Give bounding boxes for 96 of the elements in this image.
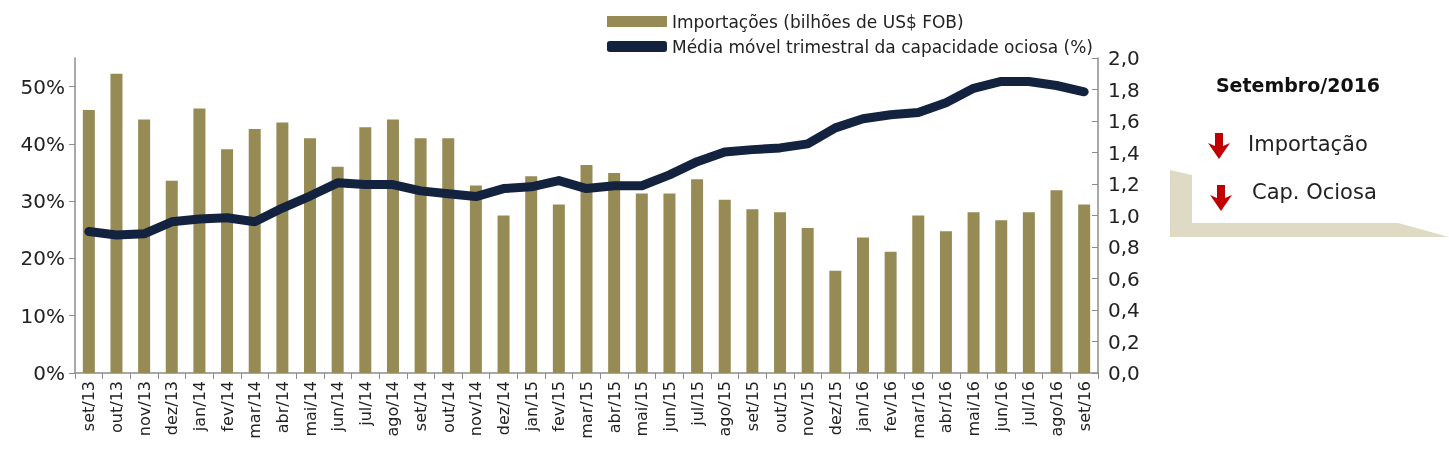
y2-tick-label: 1,0 (1108, 203, 1140, 228)
bar (1050, 190, 1063, 373)
x-tick-label: set/14 (411, 381, 431, 432)
text: Importação (1248, 132, 1368, 156)
y2-tick-label: 0,0 (1108, 361, 1140, 385)
bar (1022, 212, 1035, 373)
x-tick-label: mai/16 (964, 381, 984, 437)
bar (663, 193, 676, 373)
x-tick-label: set/13 (79, 381, 99, 432)
x-tick-label: jan/15 (521, 381, 541, 433)
x-tick-label: dez/13 (162, 381, 182, 436)
x-tick-label: out/15 (770, 381, 790, 433)
x-tick-label: ago/14 (383, 381, 403, 437)
bar (801, 228, 814, 373)
x-tick-label: jan/14 (189, 381, 209, 433)
bar (165, 180, 178, 373)
x-tick-label: mar/16 (908, 381, 928, 439)
x-tick-label: dez/15 (825, 381, 845, 436)
x-tick-label: fev/14 (217, 381, 237, 432)
bar (939, 231, 952, 373)
x-tick-label: abr/15 (604, 381, 624, 434)
y2-tick-label: 0,8 (1108, 235, 1140, 259)
x-tick-label: nov/14 (466, 381, 486, 437)
x-tick-label: out/13 (106, 381, 126, 433)
bar (608, 172, 621, 373)
bar (552, 204, 565, 373)
y2-tick-label: 1,8 (1108, 77, 1140, 102)
x-tick-label: jul/15 (687, 381, 707, 427)
bar (580, 165, 593, 373)
bar (469, 185, 482, 373)
bar (774, 212, 787, 373)
bar (276, 122, 289, 373)
bar (386, 119, 399, 373)
x-tick-label: abr/16 (936, 381, 956, 434)
bar (746, 209, 759, 373)
bar (497, 215, 510, 373)
bar (912, 215, 925, 373)
bar (304, 138, 317, 373)
bar (193, 108, 206, 373)
bar (967, 212, 980, 373)
y2-tick-label: 0,4 (1108, 298, 1140, 322)
y2-tick-label: 0,6 (1108, 266, 1140, 291)
x-tick-label: dez/14 (494, 381, 514, 436)
bar (1078, 204, 1091, 373)
bar (635, 193, 648, 373)
bar (138, 119, 151, 373)
bar (331, 166, 344, 373)
y2-tick-label: 1,4 (1108, 140, 1140, 165)
bar (995, 220, 1008, 373)
bar (691, 179, 704, 373)
bar (718, 199, 731, 373)
x-tick-label: mai/15 (632, 381, 652, 437)
y-tick-label: 0% (33, 361, 65, 385)
bar (82, 109, 95, 373)
x-tick-label: jan/16 (853, 381, 873, 433)
x-tick-label: ago/16 (1047, 381, 1067, 437)
text: Setembro/2016 (1214, 74, 1382, 96)
x-tick-label: jun/15 (659, 381, 679, 433)
bar (856, 237, 869, 373)
x-tick-label: set/15 (742, 381, 762, 432)
legend-label: Importações (bilhões de US$ FOB) (671, 11, 964, 32)
y2-tick-label: 0,2 (1108, 329, 1140, 354)
bar (442, 138, 455, 373)
x-tick-label: jul/16 (1019, 381, 1039, 427)
x-tick-label: mar/14 (245, 381, 265, 439)
bar (248, 128, 261, 373)
y-tick-label: 30% (20, 189, 65, 214)
y-tick-label: 10% (20, 303, 65, 328)
x-tick-label: fev/16 (881, 381, 901, 432)
x-tick-label: nov/13 (134, 381, 154, 437)
x-tick-label: fev/15 (549, 381, 569, 432)
y-tick-label: 40% (20, 131, 65, 156)
text: Cap. Ociosa (1252, 180, 1377, 204)
y2-tick-label: 1,2 (1108, 172, 1140, 196)
x-tick-label: jul/14 (355, 381, 375, 427)
y2-tick-label: 2,0 (1108, 46, 1140, 70)
x-tick-label: out/14 (438, 381, 458, 433)
y-tick-label: 50% (20, 74, 65, 99)
bar (359, 127, 372, 373)
y2-tick-label: 1,6 (1108, 109, 1140, 133)
x-tick-label: ago/15 (715, 381, 735, 437)
bar (829, 270, 842, 373)
x-tick-label: jun/16 (991, 381, 1011, 433)
bar (525, 176, 538, 373)
x-tick-label: jun/14 (328, 381, 348, 433)
legend-label: Média móvel trimestral da capacidade ociosa (%) (671, 36, 1094, 57)
x-tick-label: abr/14 (272, 381, 292, 434)
x-tick-label: mar/15 (577, 381, 596, 439)
x-tick-label: mai/14 (300, 381, 320, 437)
bar (221, 149, 234, 373)
x-tick-label: nov/15 (798, 381, 818, 437)
bar (110, 73, 123, 373)
bar (884, 251, 897, 373)
bar (414, 138, 427, 373)
y-tick-label: 20% (20, 246, 65, 271)
x-tick-label: set/16 (1074, 381, 1094, 432)
